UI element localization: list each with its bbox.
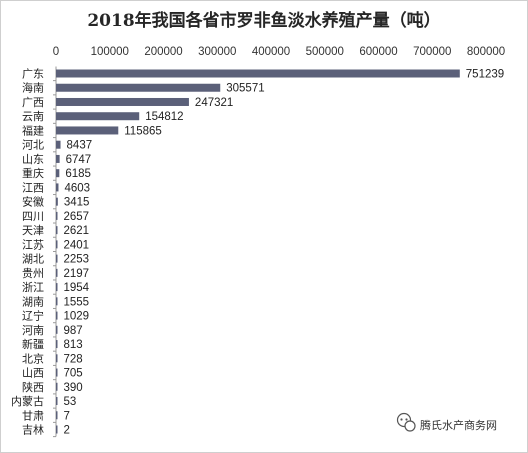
bar xyxy=(56,112,140,121)
value-label: 53 xyxy=(64,396,77,408)
category-label: 福建 xyxy=(22,123,44,137)
category-label: 甘肃 xyxy=(22,409,44,422)
x-tick-label: 700000 xyxy=(413,46,451,58)
value-label: 7 xyxy=(64,410,70,422)
value-label: 2621 xyxy=(64,225,90,237)
x-axis: 0 100000 200000 300000 400000 500000 600000 700… xyxy=(53,46,505,58)
bar xyxy=(56,126,119,135)
y-axis: 广东海南广西云南福建河北山东重庆江西安徽四川天津江苏湖北贵州浙江湖南辽宁河南新疆… xyxy=(11,66,57,438)
wechat-bubble-icon xyxy=(396,412,416,432)
x-tick-label: 800000 xyxy=(467,46,505,58)
value-label: 2197 xyxy=(64,268,90,280)
bar xyxy=(56,226,58,235)
x-tick-label: 500000 xyxy=(306,46,344,58)
bar xyxy=(56,411,58,420)
bar xyxy=(56,268,58,277)
value-labels: 751239 305571 247321 154812 115865 8437 6747 61… xyxy=(64,69,505,437)
category-label: 海南 xyxy=(22,81,44,95)
bar xyxy=(56,254,58,263)
category-label: 河南 xyxy=(22,324,44,337)
bar xyxy=(56,197,58,206)
value-label: 1029 xyxy=(64,311,90,323)
x-tick-label: 100000 xyxy=(91,46,129,58)
bar xyxy=(56,169,60,178)
value-label: 751239 xyxy=(466,69,504,81)
value-label: 2 xyxy=(64,425,70,437)
category-label: 浙江 xyxy=(22,281,44,294)
x-tick-label: 300000 xyxy=(198,46,236,58)
value-label: 2253 xyxy=(64,254,90,266)
value-label: 705 xyxy=(64,368,83,380)
bar xyxy=(56,240,58,249)
value-label: 6185 xyxy=(65,168,91,180)
value-label: 154812 xyxy=(145,111,183,123)
bar xyxy=(56,83,221,92)
category-label: 辽宁 xyxy=(22,309,44,323)
value-label: 2657 xyxy=(64,211,90,223)
value-label: 2401 xyxy=(64,239,90,251)
watermark-text: 腾氏水产商务网 xyxy=(420,418,497,432)
category-label: 广西 xyxy=(22,96,44,109)
value-label: 247321 xyxy=(195,97,233,109)
value-label: 3415 xyxy=(64,197,90,209)
category-label: 山东 xyxy=(22,153,44,166)
bar xyxy=(56,382,58,391)
bar xyxy=(56,297,58,306)
bar xyxy=(56,154,60,163)
category-label: 吉林 xyxy=(22,423,44,437)
bar xyxy=(56,425,58,434)
category-label: 江苏 xyxy=(22,238,44,251)
category-label: 天津 xyxy=(22,224,44,237)
value-label: 987 xyxy=(64,325,83,337)
category-label: 河北 xyxy=(22,139,44,152)
bar xyxy=(56,283,58,292)
category-label: 四川 xyxy=(22,210,44,223)
bar xyxy=(56,325,58,334)
category-label: 安徽 xyxy=(22,195,44,209)
category-label: 内蒙古 xyxy=(11,394,44,408)
value-label: 8437 xyxy=(67,140,93,152)
x-tick-label: 0 xyxy=(53,46,59,58)
bar xyxy=(56,311,58,320)
category-label: 江西 xyxy=(22,181,44,194)
bar xyxy=(56,354,58,363)
chart-title: 2018年我国各省市罗非鱼淡水养殖产量（吨） xyxy=(87,10,440,31)
value-label: 813 xyxy=(64,339,83,351)
bar xyxy=(56,397,58,406)
bar xyxy=(56,368,58,377)
category-label: 北京 xyxy=(22,351,44,365)
bar xyxy=(56,211,58,220)
value-label: 1555 xyxy=(64,296,90,308)
value-label: 728 xyxy=(64,353,83,365)
bar xyxy=(56,183,59,192)
category-label: 陕西 xyxy=(22,380,44,394)
bar xyxy=(56,140,61,149)
bar xyxy=(56,340,58,349)
x-tick-label: 200000 xyxy=(144,46,182,58)
bar xyxy=(56,69,460,78)
x-tick-label: 400000 xyxy=(252,46,290,58)
value-label: 6747 xyxy=(66,154,92,166)
category-label: 新疆 xyxy=(22,337,44,351)
value-label: 305571 xyxy=(226,83,264,95)
value-label: 4603 xyxy=(64,182,90,194)
category-label: 广东 xyxy=(22,68,44,81)
value-label: 115865 xyxy=(124,125,162,137)
category-label: 湖南 xyxy=(22,295,44,308)
category-label: 云南 xyxy=(22,110,44,123)
bars xyxy=(56,69,460,434)
watermark: 腾氏水产商务网 xyxy=(396,412,497,432)
bar xyxy=(56,97,189,106)
x-tick-label: 600000 xyxy=(359,46,397,58)
category-label: 山西 xyxy=(22,367,44,380)
value-label: 1954 xyxy=(64,282,90,294)
category-label: 湖北 xyxy=(22,253,44,266)
value-label: 390 xyxy=(64,382,83,394)
category-label: 贵州 xyxy=(22,267,44,280)
category-label: 重庆 xyxy=(22,166,44,180)
